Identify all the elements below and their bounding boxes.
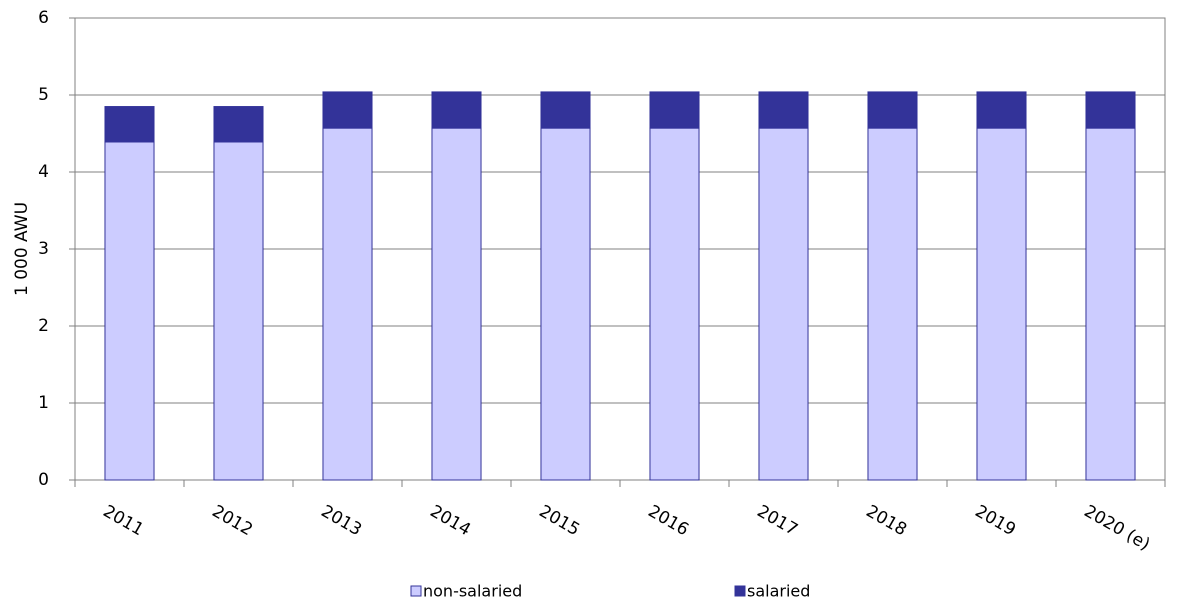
- y-tick-label: 4: [38, 162, 49, 182]
- bar-segment: [758, 127, 809, 481]
- y-tick-label: 1: [38, 393, 49, 413]
- y-tick-label: 5: [38, 85, 49, 105]
- bar-segment: [431, 127, 482, 481]
- bar-segment: [867, 91, 918, 129]
- bar-segment: [649, 91, 700, 129]
- bar-segment: [540, 127, 591, 481]
- x-tick-label: 2014: [427, 501, 474, 540]
- x-tick-label: 2012: [209, 501, 256, 540]
- bar-segment: [322, 127, 373, 481]
- legend-swatch: [410, 585, 422, 597]
- x-tick-label: 2011: [100, 501, 147, 540]
- x-tick-label: 2015: [536, 501, 583, 540]
- y-axis-label: 1 000 AWU: [12, 202, 32, 296]
- y-tick-label: 3: [38, 239, 49, 259]
- bar-segment: [649, 127, 700, 481]
- x-tick-label: 2018: [863, 501, 910, 540]
- x-tick-label: 2017: [754, 501, 801, 540]
- bar-segment: [322, 91, 373, 129]
- legend-label: salaried: [747, 582, 810, 601]
- bar-segment: [1085, 91, 1136, 129]
- x-tick-label: 2013: [318, 501, 365, 540]
- y-tick-label: 6: [38, 8, 49, 28]
- bar-segment: [104, 106, 155, 143]
- bar-segment: [867, 127, 918, 481]
- x-tick-label: 2020 (e): [1081, 501, 1154, 555]
- y-tick-label: 0: [38, 470, 49, 490]
- bar-segment: [540, 91, 591, 129]
- bar-segment: [1085, 127, 1136, 481]
- bar-segment: [213, 106, 264, 143]
- bar-segment: [976, 127, 1027, 481]
- bar-segment: [758, 91, 809, 129]
- legend-label: non-salaried: [423, 582, 522, 601]
- x-tick-label: 2019: [972, 501, 1019, 540]
- bar-segment: [104, 141, 155, 481]
- y-tick-label: 2: [38, 316, 49, 336]
- legend-swatch: [734, 585, 746, 597]
- bar-segment: [431, 91, 482, 129]
- bar-segment: [976, 91, 1027, 129]
- bar-segment: [213, 141, 264, 481]
- x-tick-label: 2016: [645, 501, 692, 540]
